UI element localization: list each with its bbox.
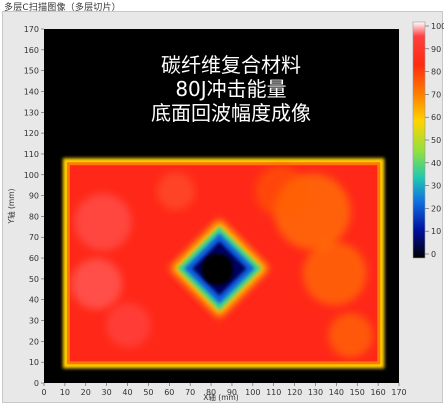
y-tick-label: 130: [24, 108, 39, 117]
y-tick-label: 90: [29, 192, 39, 201]
y-tick-label: 80: [29, 212, 39, 221]
y-tick-label: 10: [29, 358, 39, 367]
colorbar: [412, 21, 426, 259]
x-tick-label: 120: [287, 388, 302, 397]
texture-patch: [328, 313, 373, 358]
overlay-title-line2: 80J冲击能量: [175, 77, 286, 101]
x-tick-label: 140: [329, 388, 344, 397]
y-tick-label: 140: [24, 87, 39, 96]
x-tick-label: 30: [102, 388, 112, 397]
colorbar-tick-label: 40: [431, 159, 441, 168]
x-tick-label: 80: [206, 388, 216, 397]
x-tick-label: 60: [164, 388, 174, 397]
y-tick-label: 30: [29, 317, 39, 326]
texture-patch: [74, 193, 132, 251]
x-tick-label: 130: [308, 388, 323, 397]
x-tick-label: 0: [41, 388, 46, 397]
colorbar-tick-label: 80: [431, 68, 441, 77]
colorbar-tick-label: 100: [431, 22, 444, 31]
texture-patch: [255, 165, 307, 217]
y-tick-label: 160: [24, 46, 39, 55]
x-axis-label: X轴 (mm): [203, 392, 239, 402]
x-tick-label: 20: [81, 388, 91, 397]
x-tick-label: 70: [185, 388, 195, 397]
x-tick-label: 10: [60, 388, 70, 397]
overlay-title-line3: 底面回波幅度成像: [151, 101, 311, 125]
colorbar-tick-label: 10: [431, 227, 441, 236]
colorbar-tick-label: 70: [431, 90, 441, 99]
window-title: 多层C扫描图像（多层切片）: [4, 3, 121, 13]
y-tick-label: 20: [29, 337, 39, 346]
x-axis-ticks: 0 10 20 30 40 50 60 70 80 90 100 110 120 130 140 150 160…: [41, 383, 407, 397]
x-tick-label: 90: [227, 388, 237, 397]
texture-patch: [156, 172, 196, 211]
y-tick-label: 170: [24, 25, 39, 34]
colorbar-tick-label: 90: [431, 45, 441, 54]
colorbar-tick-label: 60: [431, 113, 441, 122]
colorbar-tick-label: 50: [431, 136, 441, 145]
damage-core: [201, 253, 234, 286]
colorbar-tick-label: 20: [431, 204, 441, 213]
y-tick-label: 150: [24, 67, 39, 76]
y-axis-label: Y轴 (mm): [6, 188, 16, 224]
y-tick-label: 60: [29, 254, 39, 263]
y-tick-label: 120: [24, 129, 39, 138]
x-tick-label: 100: [245, 388, 260, 397]
x-tick-label: 160: [370, 388, 385, 397]
x-tick-label: 50: [143, 388, 153, 397]
y-tick-label: 40: [29, 296, 39, 305]
x-tick-label: 150: [350, 388, 365, 397]
overlay-title-line1: 碳纤维复合材料: [161, 53, 301, 77]
y-tick-label: 70: [29, 233, 39, 242]
texture-patch: [106, 302, 151, 348]
texture-patch: [71, 258, 123, 310]
x-tick-label: 40: [122, 388, 132, 397]
y-tick-label: 110: [24, 150, 39, 159]
y-tick-label: 0: [34, 379, 39, 388]
y-axis-ticks: 0 10 20 30 40 50 60 70 80 90 100 110 120 130 140 150 160…: [24, 25, 44, 388]
colorbar-tick-label: 0: [431, 250, 436, 259]
x-tick-label: 170: [391, 388, 406, 397]
y-tick-label: 100: [24, 171, 39, 180]
y-tick-label: 50: [29, 275, 39, 284]
c-scan-figure: 碳纤维复合材料 80J冲击能量 底面回波幅度成像 0 10 20 30 40 50 60 70…: [6, 21, 444, 402]
plot-frame: 碳纤维复合材料 80J冲击能量 底面回波幅度成像 0 10 20 30 40 50 60 70…: [2, 11, 444, 403]
x-tick-label: 110: [266, 388, 281, 397]
specimen-region: [62, 158, 385, 369]
texture-patch: [302, 241, 367, 306]
colorbar-tick-label: 30: [431, 182, 441, 191]
